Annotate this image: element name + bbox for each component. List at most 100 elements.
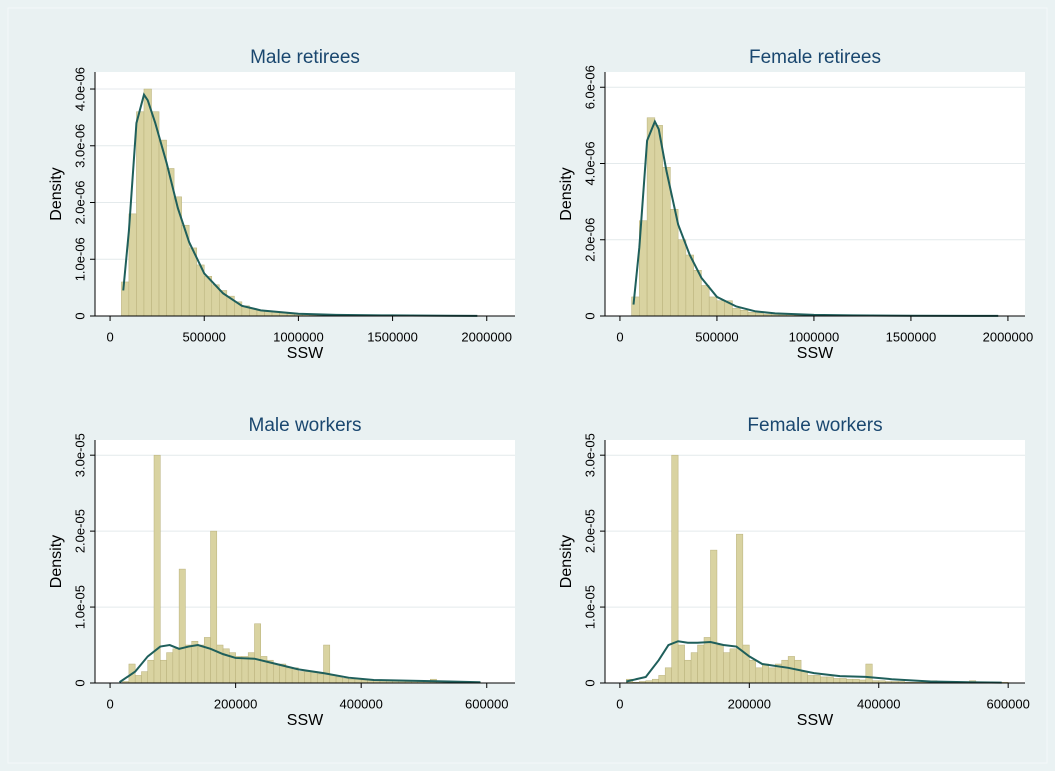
x-axis-title: SSW <box>797 345 834 362</box>
bar <box>216 644 224 684</box>
y-tick-label: 6.0e-06 <box>582 65 597 109</box>
x-tick-label: 200000 <box>728 696 771 711</box>
y-axis-title: Density <box>558 535 575 588</box>
bar <box>304 671 312 684</box>
x-axis-title: SSW <box>287 345 324 362</box>
bar <box>273 663 280 684</box>
x-tick-label: 200000 <box>214 696 257 711</box>
x-tick-label: 500000 <box>695 329 738 344</box>
bar <box>732 308 741 317</box>
bar <box>197 644 205 684</box>
chart-title: Female workers <box>747 415 882 436</box>
bar <box>716 300 725 317</box>
bar <box>684 659 692 684</box>
y-tick-label: 3.0e-05 <box>582 433 597 477</box>
bar <box>701 285 710 317</box>
x-tick-label: 1000000 <box>789 329 840 344</box>
bar <box>188 247 197 317</box>
bar <box>846 678 854 684</box>
bar <box>826 676 834 684</box>
x-tick-label: 600000 <box>986 696 1029 711</box>
bar <box>128 213 137 317</box>
bar <box>677 644 685 684</box>
bar <box>310 671 318 684</box>
density-line <box>626 640 1002 684</box>
chart-title: Male workers <box>249 415 362 436</box>
bar <box>172 648 180 684</box>
bar <box>839 678 847 684</box>
bar <box>762 663 769 684</box>
bar <box>671 454 679 684</box>
bar <box>241 656 249 684</box>
bar <box>662 167 671 317</box>
bar <box>690 652 698 684</box>
y-tick-label: 1.0e-06 <box>72 237 87 281</box>
bar <box>147 659 155 684</box>
bar <box>191 640 199 684</box>
bar <box>664 667 672 684</box>
bar <box>852 678 860 684</box>
y-axis-title: Density <box>558 167 575 220</box>
y-axis-title: Density <box>48 535 65 588</box>
bar <box>813 675 821 684</box>
x-tick-label: 400000 <box>857 696 900 711</box>
y-tick-label: 3.0e-05 <box>72 433 87 477</box>
y-tick-label: 0 <box>72 679 87 686</box>
bar <box>158 139 167 317</box>
bar <box>677 239 687 317</box>
bar <box>285 667 293 684</box>
bar <box>298 671 305 684</box>
bar <box>235 656 243 684</box>
bar <box>185 644 192 684</box>
density-line <box>118 643 481 684</box>
y-axis-title: Density <box>48 167 65 220</box>
x-tick-label: 500000 <box>183 329 226 344</box>
y-tick-label: 1.0e-05 <box>72 585 87 629</box>
x-tick-label: 2000000 <box>983 329 1034 344</box>
bar <box>178 568 186 684</box>
x-tick-label: 400000 <box>339 696 382 711</box>
x-tick-label: 2000000 <box>461 329 512 344</box>
bar <box>254 623 261 684</box>
y-tick-label: 2.0e-05 <box>72 509 87 553</box>
bar <box>729 648 737 684</box>
bar <box>348 678 356 684</box>
bar <box>820 676 828 684</box>
bar <box>329 675 337 684</box>
bar <box>143 88 152 317</box>
x-tick-label: 0 <box>106 696 113 711</box>
bar <box>833 678 841 684</box>
density-line <box>122 92 478 317</box>
bar <box>323 644 331 684</box>
y-tick-label: 1.0e-05 <box>582 585 597 629</box>
bar <box>768 667 776 684</box>
bar <box>151 111 160 317</box>
bar <box>646 117 656 317</box>
y-tick-label: 0 <box>72 312 87 319</box>
bar <box>141 671 148 684</box>
bar <box>658 675 666 684</box>
bar <box>316 673 324 684</box>
bar <box>685 254 694 317</box>
y-tick-label: 2.0e-06 <box>72 180 87 224</box>
x-tick-label: 0 <box>106 329 113 344</box>
bar <box>716 644 724 684</box>
chart-title: Male retirees <box>250 47 360 68</box>
bar <box>708 296 718 317</box>
bar <box>654 125 663 317</box>
bar <box>247 652 255 684</box>
bar <box>342 678 349 684</box>
bar <box>335 676 343 684</box>
density-line <box>632 119 999 317</box>
y-tick-label: 3.0e-06 <box>72 124 87 168</box>
x-axis-title: SSW <box>287 712 324 729</box>
bar <box>134 675 142 684</box>
bar <box>749 659 757 684</box>
bar <box>781 659 789 684</box>
bar <box>203 276 213 317</box>
x-axis-title: SSW <box>797 712 834 729</box>
bar <box>800 671 808 684</box>
bar <box>807 675 815 684</box>
x-tick-label: 1500000 <box>886 329 937 344</box>
